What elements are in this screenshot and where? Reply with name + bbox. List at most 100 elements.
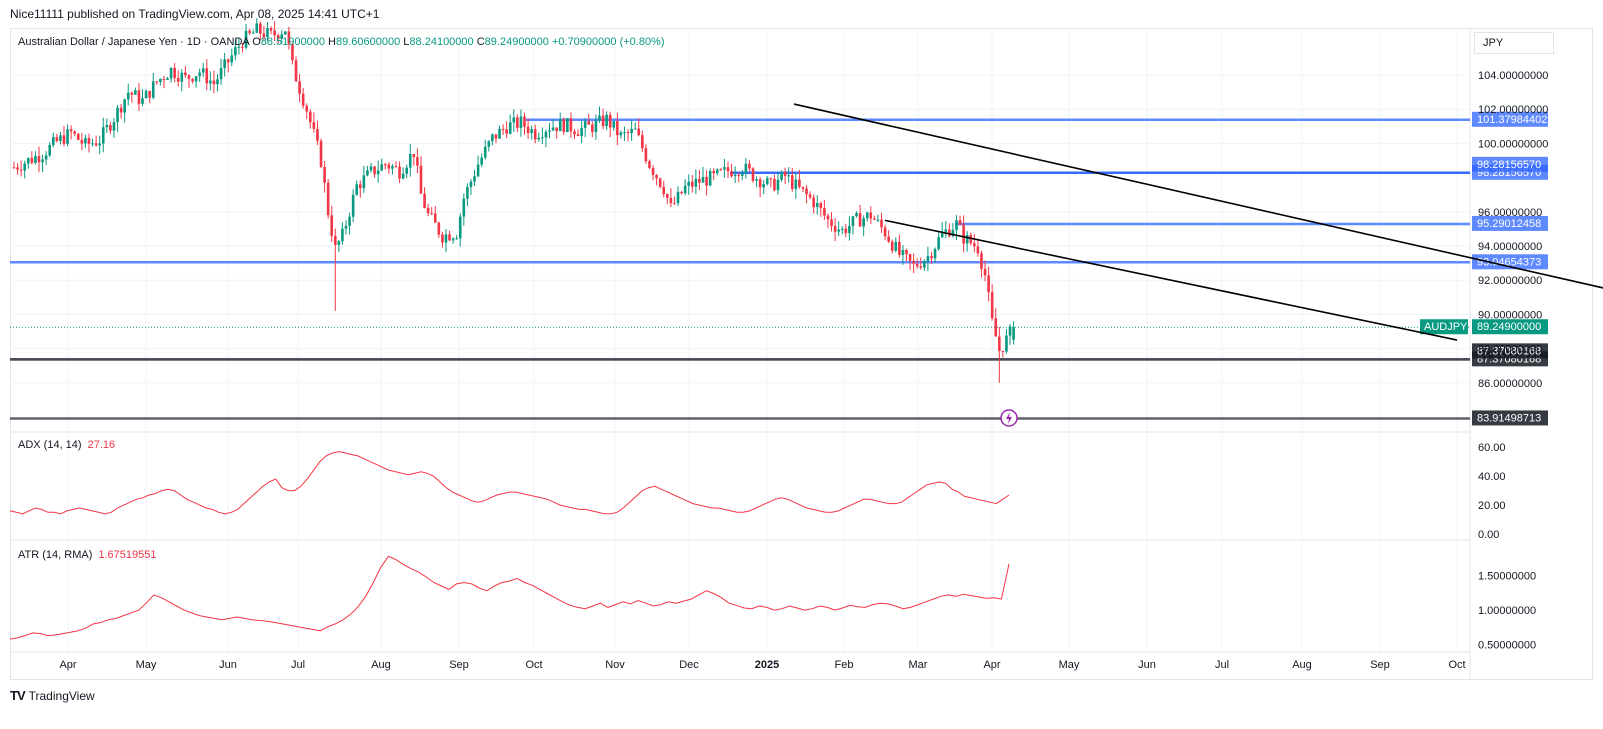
candle-body bbox=[251, 32, 255, 34]
time-tick-label: Oct bbox=[1448, 659, 1465, 671]
price-tick-label: 102.00000000 bbox=[1478, 104, 1548, 116]
candle-body bbox=[855, 213, 858, 217]
candle-body bbox=[369, 166, 373, 171]
indicator-tick-label: 0.50000000 bbox=[1478, 640, 1536, 652]
candle-body bbox=[830, 219, 833, 227]
candle-body bbox=[412, 154, 416, 158]
candle-body bbox=[144, 90, 148, 99]
time-tick-label: Jun bbox=[219, 659, 237, 671]
candle-body bbox=[430, 213, 433, 215]
high-label: H bbox=[328, 36, 336, 48]
price-tick-label: 100.00000000 bbox=[1478, 138, 1548, 150]
atr-title: ATR (14, RMA) bbox=[18, 549, 93, 561]
candle-body bbox=[751, 168, 755, 181]
candle-body bbox=[840, 228, 844, 230]
candle-body bbox=[808, 194, 812, 198]
candle-body bbox=[851, 216, 855, 226]
candle-body bbox=[462, 198, 466, 217]
time-tick-label: Dec bbox=[679, 659, 699, 671]
indicator-tick-label: 60.00 bbox=[1478, 442, 1506, 454]
publisher-text: Nice11111 published on TradingView.com, … bbox=[10, 7, 380, 21]
candle-body bbox=[569, 118, 573, 132]
candle-body bbox=[526, 126, 530, 134]
candle-body bbox=[740, 173, 744, 176]
candle-body bbox=[269, 28, 273, 31]
candle-body bbox=[744, 163, 748, 174]
change-value: +0.70900000 (+0.80%) bbox=[551, 36, 665, 48]
open-label: O bbox=[252, 36, 261, 48]
candle-body bbox=[926, 256, 930, 262]
candle-body bbox=[541, 137, 544, 139]
candle-body bbox=[719, 169, 723, 171]
candle-body bbox=[955, 220, 958, 231]
candle-body bbox=[940, 231, 944, 238]
candle-body bbox=[998, 336, 1001, 351]
candle-body bbox=[48, 145, 51, 156]
currency-selector[interactable]: JPY bbox=[1474, 32, 1554, 54]
candle-body bbox=[551, 127, 555, 131]
candle-body bbox=[687, 181, 691, 186]
candle-body bbox=[119, 107, 123, 113]
candle-body bbox=[169, 67, 173, 79]
candle-body bbox=[608, 114, 612, 128]
candle-body bbox=[205, 68, 209, 84]
candle-body bbox=[255, 23, 259, 33]
candle-body bbox=[155, 81, 159, 83]
candle-body bbox=[109, 125, 112, 131]
candle-body bbox=[801, 186, 805, 189]
candle-body bbox=[780, 171, 783, 180]
candle-body bbox=[794, 179, 798, 189]
candle-body bbox=[605, 114, 608, 127]
level-price-tag bbox=[1472, 111, 1548, 127]
price-tick-label: 94.00000000 bbox=[1478, 241, 1542, 253]
candle-body bbox=[915, 263, 919, 267]
candle-body bbox=[184, 72, 187, 76]
candle-body bbox=[848, 225, 851, 234]
candle-body bbox=[473, 176, 476, 182]
candle-body bbox=[148, 90, 151, 98]
candle-body bbox=[666, 194, 669, 198]
candle-body bbox=[259, 23, 262, 34]
candle-body bbox=[769, 178, 773, 180]
candle-body bbox=[166, 78, 169, 81]
time-tick-label: Nov bbox=[605, 659, 625, 671]
candle-body bbox=[566, 118, 569, 133]
candle-body bbox=[226, 59, 230, 63]
candle-body bbox=[533, 129, 537, 140]
candle-body bbox=[733, 174, 737, 177]
candle-body bbox=[616, 121, 619, 136]
candle-body bbox=[655, 175, 658, 179]
candle-body bbox=[280, 34, 284, 39]
candle-body bbox=[873, 218, 876, 220]
candle-body bbox=[319, 140, 323, 167]
level-price-label: 87.37080168 bbox=[1477, 345, 1541, 357]
candle-body bbox=[266, 28, 269, 38]
candle-body bbox=[591, 124, 594, 132]
candle-body bbox=[373, 166, 376, 175]
candle-body bbox=[619, 132, 623, 136]
candle-body bbox=[151, 81, 155, 98]
candle-body bbox=[858, 213, 862, 227]
candle-body bbox=[737, 174, 741, 176]
candle-body bbox=[387, 164, 391, 169]
candle-body bbox=[326, 182, 330, 216]
candle-body bbox=[284, 31, 287, 35]
candle-body bbox=[1005, 335, 1008, 352]
price-tick-label: 86.00000000 bbox=[1478, 378, 1542, 390]
candle-body bbox=[305, 105, 309, 112]
candle-body bbox=[519, 116, 523, 128]
candle-body bbox=[455, 238, 458, 240]
candle-body bbox=[815, 203, 819, 208]
candle-body bbox=[408, 154, 412, 168]
time-tick-label: Sep bbox=[1370, 659, 1390, 671]
candle-body bbox=[134, 90, 137, 95]
candle-body bbox=[973, 243, 976, 247]
candle-body bbox=[694, 178, 698, 187]
candle-body bbox=[55, 137, 59, 141]
candle-body bbox=[594, 120, 598, 132]
candle-body bbox=[212, 80, 216, 85]
candle-body bbox=[262, 33, 266, 38]
candle-body bbox=[869, 212, 873, 219]
candle-body bbox=[351, 194, 355, 217]
